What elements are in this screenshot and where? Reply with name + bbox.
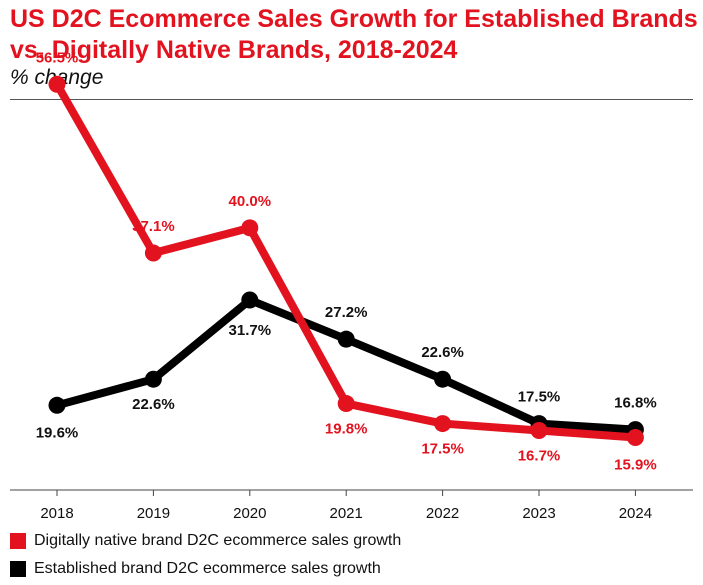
x-tick-label: 2023 — [522, 505, 555, 522]
data-label: 16.8% — [614, 395, 657, 412]
data-point — [144, 244, 162, 262]
x-tick-label: 2024 — [619, 505, 652, 522]
legend-swatch-digitally-native — [10, 533, 26, 549]
x-tick-label: 2022 — [426, 505, 459, 522]
legend-label-digitally-native: Digitally native brand D2C ecommerce sal… — [34, 532, 402, 549]
data-label: 19.6% — [36, 424, 79, 441]
data-point — [48, 75, 66, 93]
legend-item-established: Established brand D2C ecommerce sales gr… — [10, 557, 401, 581]
x-tick-label: 2021 — [330, 505, 363, 522]
data-label: 27.2% — [325, 304, 368, 321]
data-label: 15.9% — [614, 456, 657, 473]
x-tick-label: 2018 — [40, 505, 73, 522]
data-point — [144, 370, 162, 388]
data-point — [626, 428, 644, 446]
data-point — [241, 219, 259, 237]
legend-item-digitally-native: Digitally native brand D2C ecommerce sal… — [10, 529, 401, 553]
chart-title: US D2C Ecommerce Sales Growth for Establ… — [10, 5, 698, 64]
data-label: 16.7% — [518, 448, 561, 465]
x-tick-label: 2020 — [233, 505, 266, 522]
data-point — [434, 415, 452, 433]
data-label: 19.8% — [325, 421, 368, 438]
data-point — [48, 396, 66, 414]
data-point — [241, 291, 259, 309]
data-label: 31.7% — [229, 322, 272, 339]
data-label: 22.6% — [421, 344, 464, 361]
data-point — [337, 395, 355, 413]
data-label: 22.6% — [132, 396, 175, 413]
legend: Digitally native brand D2C ecommerce sal… — [10, 529, 401, 585]
legend-label-established: Established brand D2C ecommerce sales gr… — [34, 560, 381, 577]
data-label: 40.0% — [229, 193, 272, 210]
data-label: 37.1% — [132, 218, 175, 235]
legend-swatch-established — [10, 561, 26, 577]
data-label: 17.5% — [518, 389, 561, 406]
data-point — [337, 330, 355, 348]
data-label: 17.5% — [421, 441, 464, 458]
data-label: 56.5% — [36, 49, 79, 66]
data-point — [530, 422, 548, 440]
title-divider — [10, 99, 693, 100]
data-point — [434, 370, 452, 388]
x-tick-label: 2019 — [137, 505, 170, 522]
